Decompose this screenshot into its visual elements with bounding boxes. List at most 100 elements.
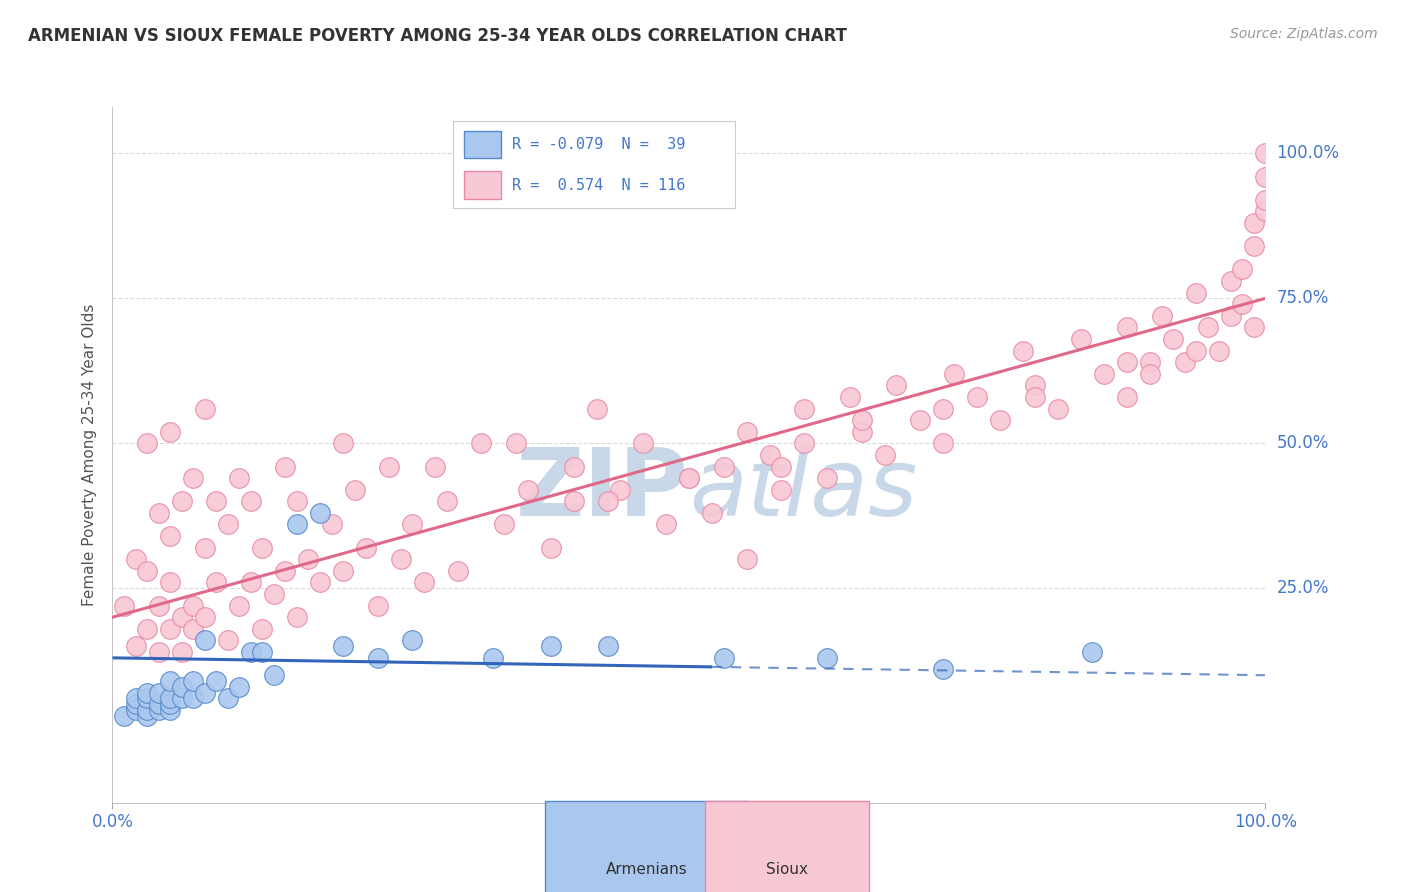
- Point: [205, 494, 228, 508]
- Point: [793, 436, 815, 450]
- Point: [228, 471, 250, 485]
- Point: [136, 436, 159, 450]
- Point: [148, 685, 170, 699]
- Point: [252, 541, 274, 555]
- Text: atlas: atlas: [689, 444, 917, 535]
- Point: [1081, 645, 1104, 659]
- Point: [1197, 320, 1219, 334]
- Point: [1046, 401, 1069, 416]
- Point: [159, 691, 181, 706]
- Point: [252, 645, 274, 659]
- Point: [159, 698, 181, 712]
- Point: [678, 471, 700, 485]
- Point: [252, 622, 274, 636]
- Point: [1185, 285, 1208, 300]
- Point: [713, 459, 735, 474]
- Point: [1254, 169, 1277, 184]
- Point: [1139, 367, 1161, 381]
- Point: [159, 703, 181, 717]
- Point: [332, 436, 354, 450]
- Y-axis label: Female Poverty Among 25-34 Year Olds: Female Poverty Among 25-34 Year Olds: [82, 304, 97, 606]
- Point: [1254, 204, 1277, 219]
- Point: [713, 651, 735, 665]
- Point: [285, 494, 308, 508]
- Text: 75.0%: 75.0%: [1277, 289, 1329, 308]
- Point: [516, 483, 538, 497]
- Point: [378, 459, 401, 474]
- Point: [205, 575, 228, 590]
- Point: [494, 517, 516, 532]
- Point: [367, 651, 389, 665]
- Point: [931, 436, 953, 450]
- Point: [1243, 239, 1265, 253]
- Point: [1254, 146, 1277, 161]
- Point: [412, 575, 434, 590]
- Point: [274, 459, 297, 474]
- Point: [181, 674, 204, 689]
- Point: [136, 685, 159, 699]
- Point: [332, 564, 354, 578]
- Point: [309, 575, 332, 590]
- Point: [1150, 309, 1173, 323]
- Point: [217, 691, 239, 706]
- Point: [354, 541, 377, 555]
- Point: [1208, 343, 1230, 358]
- Text: Sioux: Sioux: [766, 863, 808, 877]
- Point: [931, 662, 953, 676]
- Point: [793, 401, 815, 416]
- Point: [1012, 343, 1035, 358]
- Point: [1254, 193, 1277, 207]
- Text: Armenians: Armenians: [606, 863, 688, 877]
- Point: [1243, 216, 1265, 230]
- Text: 100.0%: 100.0%: [1277, 145, 1340, 162]
- Point: [181, 599, 204, 613]
- Point: [1024, 378, 1046, 392]
- Point: [343, 483, 366, 497]
- Point: [540, 639, 562, 653]
- Point: [112, 599, 135, 613]
- Point: [966, 390, 988, 404]
- Point: [170, 691, 193, 706]
- Point: [136, 708, 159, 723]
- Point: [1232, 262, 1254, 277]
- Point: [401, 517, 423, 532]
- Point: [943, 367, 966, 381]
- Point: [988, 413, 1011, 427]
- Point: [598, 494, 620, 508]
- Point: [239, 645, 262, 659]
- Point: [148, 703, 170, 717]
- Point: [851, 413, 873, 427]
- Point: [136, 703, 159, 717]
- Point: [1232, 297, 1254, 311]
- Point: [124, 552, 146, 566]
- Point: [1024, 390, 1046, 404]
- Point: [505, 436, 527, 450]
- Point: [170, 610, 193, 624]
- Point: [239, 494, 262, 508]
- Point: [181, 691, 204, 706]
- Point: [1161, 332, 1184, 346]
- Point: [194, 401, 217, 416]
- Point: [931, 401, 953, 416]
- Point: [136, 691, 159, 706]
- Point: [1219, 309, 1241, 323]
- Point: [159, 575, 181, 590]
- Point: [1116, 355, 1139, 369]
- Point: [678, 471, 700, 485]
- Point: [217, 633, 239, 648]
- Point: [447, 564, 470, 578]
- Point: [309, 506, 332, 520]
- Point: [124, 639, 146, 653]
- Point: [851, 425, 873, 439]
- Point: [735, 425, 758, 439]
- Text: Source: ZipAtlas.com: Source: ZipAtlas.com: [1230, 27, 1378, 41]
- Point: [1070, 332, 1092, 346]
- Point: [124, 698, 146, 712]
- Point: [609, 483, 631, 497]
- Point: [367, 599, 389, 613]
- Point: [148, 506, 170, 520]
- Point: [873, 448, 896, 462]
- Point: [332, 639, 354, 653]
- Point: [159, 529, 181, 543]
- Point: [136, 564, 159, 578]
